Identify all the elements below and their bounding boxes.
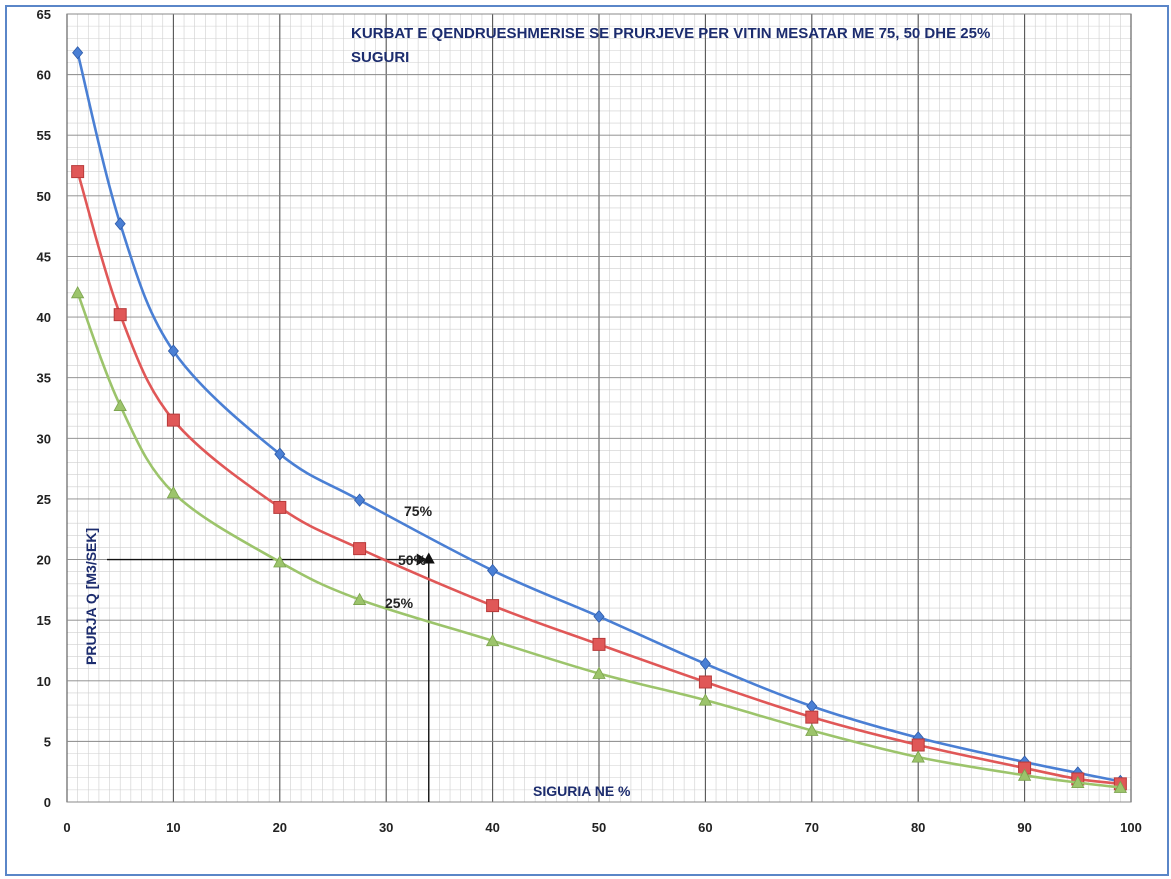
- x-tick-label: 40: [485, 820, 499, 835]
- series-point-0: [593, 609, 605, 624]
- series-point-2: [485, 633, 500, 647]
- series-label-50: 50%: [398, 552, 427, 568]
- series-label-25: 25%: [385, 595, 414, 611]
- series-point-2: [592, 666, 606, 679]
- y-tick-label: 20: [37, 553, 51, 568]
- y-tick-label: 35: [37, 371, 51, 386]
- series-point-1: [486, 599, 500, 613]
- x-tick-label: 20: [273, 820, 287, 835]
- series-point-2: [698, 693, 713, 706]
- x-tick-label: 90: [1017, 820, 1031, 835]
- series-point-0: [354, 493, 366, 507]
- x-axis-label: SIGURIA NE %: [533, 783, 631, 799]
- series-point-1: [911, 738, 925, 752]
- y-tick-label: 60: [37, 68, 51, 83]
- series-point-0: [274, 447, 286, 461]
- y-tick-label: 0: [44, 795, 51, 810]
- series-point-0: [114, 217, 126, 231]
- series-point-2: [911, 750, 925, 763]
- series-point-2: [805, 723, 819, 736]
- y-tick-label: 25: [37, 492, 51, 507]
- x-axis-ticks: 0 10 20 30 40 50 60 70 80 90 100: [63, 820, 1141, 835]
- series-point-0: [699, 657, 711, 671]
- series-point-2: [1017, 768, 1032, 781]
- series-point-2: [273, 555, 287, 568]
- x-tick-label: 70: [805, 820, 819, 835]
- y-tick-label: 40: [37, 310, 51, 325]
- annotation-arrow-right: [416, 553, 427, 566]
- y-tick-label: 55: [37, 128, 51, 143]
- x-tick-label: 0: [63, 820, 70, 835]
- y-tick-label: 5: [44, 734, 51, 749]
- major-grid: [66, 13, 1132, 803]
- x-tick-label: 10: [166, 820, 180, 835]
- series-point-1: [71, 165, 85, 179]
- series-point-0: [487, 563, 499, 578]
- series-point-0: [72, 46, 84, 60]
- annotation-guide: [107, 552, 435, 802]
- y-axis-label: PRURJA Q [M3/SEK]: [83, 528, 99, 665]
- series-point-1: [113, 308, 127, 322]
- series-point-2: [352, 592, 367, 605]
- series-point-0: [167, 344, 179, 358]
- y-axis-ticks: 0 5 10 15 20 25 30 35 40 45 50 55 60 65: [37, 7, 51, 810]
- series-point-1: [166, 413, 180, 427]
- y-tick-label: 50: [37, 189, 51, 204]
- series-point-1: [805, 710, 819, 724]
- x-tick-label: 60: [698, 820, 712, 835]
- annotation-arrow-up: [422, 552, 435, 564]
- series-point-2: [113, 398, 127, 411]
- series-point-2: [1071, 775, 1085, 789]
- series-line-1: [76, 171, 1121, 786]
- series-point-2: [166, 486, 181, 499]
- y-tick-label: 45: [37, 249, 51, 264]
- series-point-2: [70, 285, 85, 299]
- y-tick-label: 15: [37, 613, 51, 628]
- series-point-1: [353, 542, 367, 556]
- y-tick-label: 10: [37, 674, 51, 689]
- series-line-0: [76, 52, 1121, 783]
- series-point-1: [273, 500, 287, 514]
- x-tick-label: 50: [592, 820, 606, 835]
- chart-title-line-2: SUGURI: [351, 49, 409, 66]
- y-tick-label: 65: [37, 7, 51, 22]
- y-tick-label: 30: [37, 431, 51, 446]
- x-tick-label: 30: [379, 820, 393, 835]
- series-label-75: 75%: [404, 503, 433, 519]
- x-tick-label: 80: [911, 820, 925, 835]
- chart-title-line-1: KURBAT E QENDRUESHMERISE SE PRURJEVE PER…: [351, 25, 990, 42]
- series-point-1: [698, 675, 712, 689]
- series-point-2: [1113, 780, 1128, 793]
- series-point-1: [592, 637, 606, 651]
- series-layer: [70, 46, 1128, 793]
- x-tick-label: 100: [1120, 820, 1142, 835]
